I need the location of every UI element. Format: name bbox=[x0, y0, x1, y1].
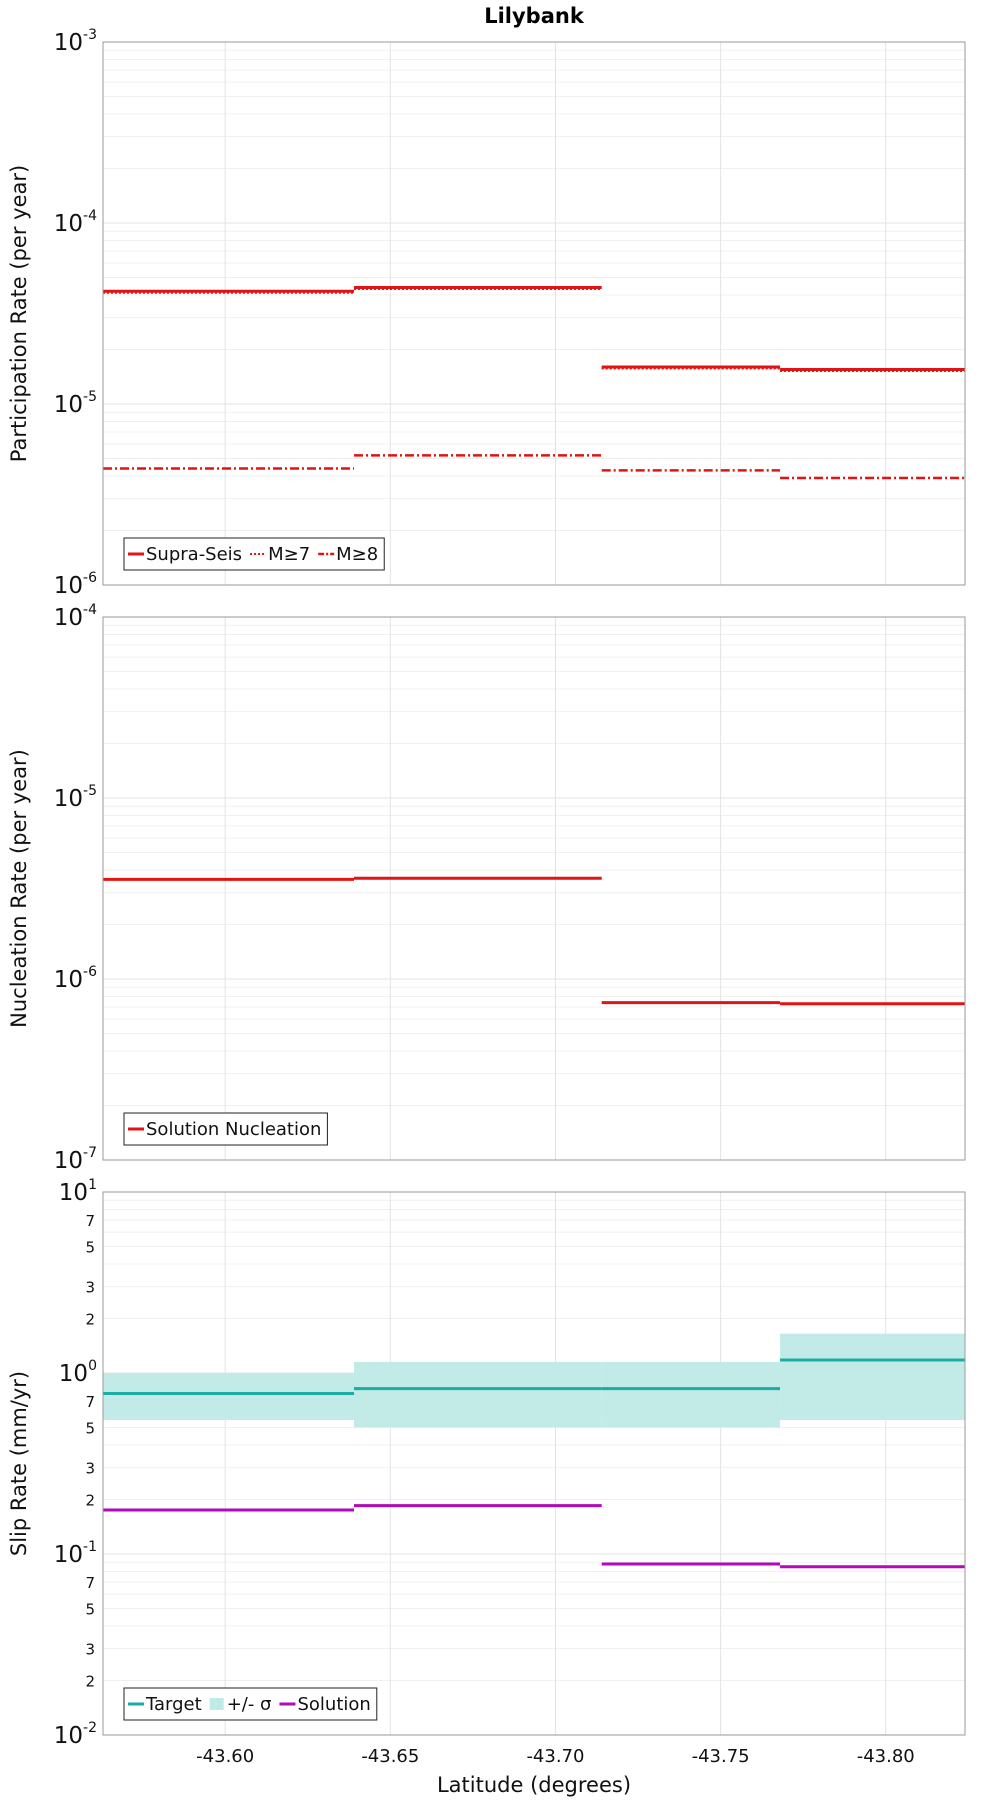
y-minor-tick-label: 3 bbox=[85, 1460, 95, 1478]
y-tick-base: 10 bbox=[59, 1180, 88, 1206]
y-tick-exponent: -7 bbox=[83, 1145, 97, 1161]
y-tick-base: 10 bbox=[54, 1148, 83, 1174]
y-minor-tick-label: 2 bbox=[85, 1673, 95, 1691]
legend-label: Target bbox=[145, 1694, 202, 1715]
y-tick-exponent: -6 bbox=[83, 570, 97, 586]
legend-label: Solution bbox=[297, 1694, 370, 1715]
y-tick-exponent: -5 bbox=[83, 389, 97, 405]
y-minor-tick-label: 7 bbox=[85, 1212, 95, 1230]
y-tick-base: 10 bbox=[54, 30, 83, 56]
y-minor-tick-label: 5 bbox=[85, 1419, 95, 1437]
y-tick-base: 10 bbox=[54, 605, 83, 631]
y-tick-base: 10 bbox=[54, 573, 83, 599]
x-axis-title: Latitude (degrees) bbox=[437, 1773, 631, 1797]
band-segment bbox=[601, 1362, 781, 1428]
y-axis-title: Nucleation Rate (per year) bbox=[7, 749, 31, 1028]
y-tick-label: 10-7 bbox=[54, 1145, 97, 1174]
y-minor-tick-label: 5 bbox=[85, 1238, 95, 1256]
y-tick-label: 10-3 bbox=[54, 27, 97, 56]
y-tick-label: 10-4 bbox=[54, 602, 97, 631]
y-tick-label: 10-4 bbox=[54, 208, 97, 237]
y-minor-tick-label: 7 bbox=[85, 1393, 95, 1411]
y-tick-exponent: -4 bbox=[83, 208, 97, 224]
y-tick-label: 10-6 bbox=[54, 964, 97, 993]
y-tick-label: 10-1 bbox=[54, 1539, 97, 1568]
y-tick-exponent: -5 bbox=[83, 783, 97, 799]
plot-frame bbox=[102, 41, 966, 586]
y-axis-title: Slip Rate (mm/yr) bbox=[7, 1371, 31, 1556]
y-tick-base: 10 bbox=[54, 211, 83, 237]
y-tick-base: 10 bbox=[59, 1361, 88, 1387]
x-tick-label: -43.70 bbox=[526, 1746, 584, 1767]
y-tick-base: 10 bbox=[54, 967, 83, 993]
y-tick-label: 10-6 bbox=[54, 570, 97, 599]
y-minor-tick-label: 5 bbox=[85, 1600, 95, 1618]
legend-label: +/- σ bbox=[227, 1694, 272, 1715]
band-segment bbox=[354, 1362, 602, 1428]
y-tick-base: 10 bbox=[54, 1723, 83, 1749]
legend-label: M≥7 bbox=[268, 544, 310, 565]
x-tick-label: -43.65 bbox=[361, 1746, 419, 1767]
y-tick-exponent: -6 bbox=[83, 964, 97, 980]
y-tick-base: 10 bbox=[54, 392, 83, 418]
legend-label: Solution Nucleation bbox=[146, 1119, 321, 1140]
y-minor-tick-label: 3 bbox=[85, 1279, 95, 1297]
legend: Solution Nucleation bbox=[123, 1112, 328, 1146]
legend-box bbox=[123, 1687, 378, 1721]
y-tick-label: 100 bbox=[59, 1358, 97, 1387]
y-tick-exponent: 0 bbox=[88, 1358, 97, 1374]
y-tick-base: 10 bbox=[54, 1542, 83, 1568]
y-tick-exponent: -3 bbox=[83, 27, 97, 43]
y-tick-exponent: -1 bbox=[83, 1539, 97, 1555]
legend-swatch bbox=[209, 1698, 224, 1710]
y-tick-label: 10-5 bbox=[54, 389, 97, 418]
band-segment bbox=[780, 1333, 965, 1420]
legend: Supra-Seis M≥7 M≥8 bbox=[123, 537, 385, 571]
plot-frame bbox=[102, 1191, 966, 1736]
y-tick-exponent: -2 bbox=[83, 1720, 97, 1736]
legend: Target +/- σ Solution bbox=[123, 1687, 378, 1721]
plot-frame bbox=[102, 616, 966, 1161]
y-tick-exponent: 1 bbox=[88, 1177, 97, 1193]
band-segment bbox=[103, 1373, 355, 1420]
x-tick-label: -43.75 bbox=[692, 1746, 750, 1767]
y-tick-label: 10-2 bbox=[54, 1720, 97, 1749]
legend-label: Supra-Seis bbox=[146, 544, 242, 565]
y-tick-label: 101 bbox=[59, 1177, 97, 1206]
legend-box bbox=[123, 1112, 328, 1146]
chart-title: Lilybank bbox=[484, 4, 585, 28]
x-tick-label: -43.60 bbox=[196, 1746, 254, 1767]
y-axis-title: Participation Rate (per year) bbox=[7, 165, 31, 462]
y-tick-exponent: -4 bbox=[83, 602, 97, 618]
legend-label: M≥8 bbox=[336, 544, 378, 565]
y-minor-tick-label: 3 bbox=[85, 1641, 95, 1659]
y-tick-label: 10-5 bbox=[54, 783, 97, 812]
y-minor-tick-label: 2 bbox=[85, 1311, 95, 1329]
y-minor-tick-label: 2 bbox=[85, 1492, 95, 1510]
y-minor-tick-label: 7 bbox=[85, 1574, 95, 1592]
x-tick-label: -43.80 bbox=[857, 1746, 915, 1767]
y-tick-base: 10 bbox=[54, 786, 83, 812]
